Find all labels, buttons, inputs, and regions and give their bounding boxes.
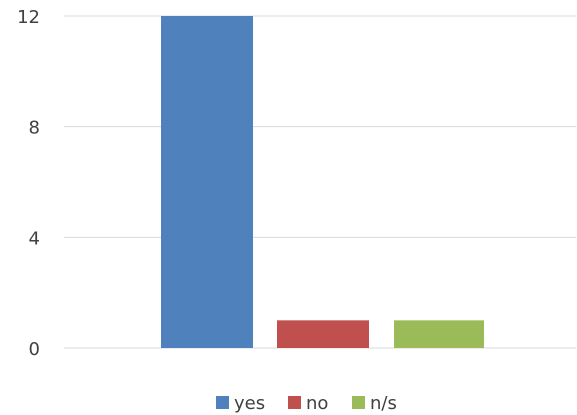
y-tick-label: 12 (17, 7, 40, 28)
legend-swatch-ns (352, 396, 365, 409)
bars (161, 16, 484, 348)
y-tick-label: 8 (29, 118, 40, 139)
legend-swatch-no (288, 396, 301, 409)
y-axis: 0 4 8 12 (17, 7, 40, 360)
bar-ns (394, 320, 484, 348)
legend-label-yes: yes (234, 393, 265, 414)
gridlines (64, 15, 576, 349)
legend-label-no: no (306, 393, 328, 414)
legend: yes no n/s (216, 393, 397, 414)
y-tick-label: 4 (29, 228, 40, 249)
legend-label-ns: n/s (370, 393, 397, 414)
y-tick-label: 0 (29, 339, 40, 360)
bar-no (277, 320, 369, 348)
bar-yes (161, 16, 253, 348)
legend-swatch-yes (216, 396, 229, 409)
